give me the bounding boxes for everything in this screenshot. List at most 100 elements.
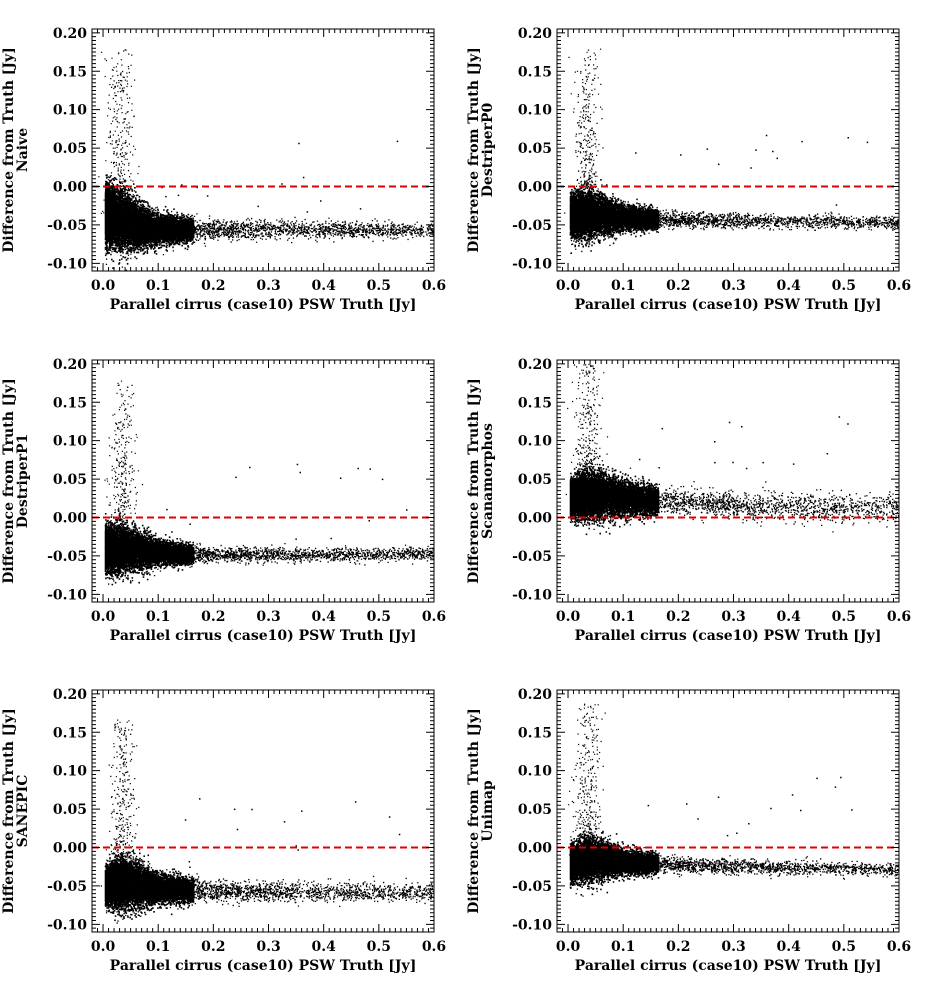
y-tick-label: 0.10 — [53, 103, 87, 119]
x-tick-label: 0.5 — [367, 278, 391, 294]
y-tick-label: -0.05 — [512, 218, 552, 234]
y-tick-label: 0.15 — [53, 64, 87, 80]
x-tick-label: 0.1 — [146, 278, 170, 294]
x-tick-label: 0.5 — [367, 609, 391, 625]
panel-naive: 0.0 0.1 0.2 0.3 0.4 0.5 0.6 -0.10 -0.05 0.00 0.05 0… — [1, 26, 446, 313]
x-tick-label: 0.0 — [556, 609, 581, 625]
x-tick-label: 0.6 — [422, 278, 446, 294]
x-tick-label: 0.3 — [256, 939, 280, 955]
y-tick-label: 0.20 — [53, 357, 87, 373]
x-tick-label: 0.4 — [311, 609, 336, 625]
x-tick-label: 0.3 — [721, 278, 745, 294]
x-tick-label: 0.2 — [201, 278, 225, 294]
y-tick-label: 0.00 — [518, 840, 552, 856]
scatter-points — [568, 704, 900, 897]
y-tick-label: 0.00 — [518, 179, 552, 195]
x-tick-label: 0.0 — [556, 278, 581, 294]
x-tick-label: 0.6 — [887, 609, 911, 625]
y-tick-label: 0.05 — [518, 802, 552, 818]
x-tick-label: 0.2 — [666, 609, 690, 625]
x-tick-label: 0.3 — [721, 939, 745, 955]
y-tick-label: 0.10 — [518, 434, 552, 450]
y-tick-label: -0.05 — [512, 549, 552, 565]
x-tick-label: 0.2 — [201, 939, 225, 955]
panel-destriperp1: 0.0 0.1 0.2 0.3 0.4 0.5 0.6-0.10-0.050.000.050… — [1, 357, 446, 644]
x-tick-label: 0.3 — [256, 609, 280, 625]
y-tick-label: -0.10 — [512, 917, 552, 933]
x-tick-label: 0.5 — [832, 609, 856, 625]
y-tick-label: -0.10 — [47, 917, 87, 933]
x-tick-label: 0.1 — [146, 939, 170, 955]
x-tick-label: 0.6 — [887, 939, 911, 955]
x-axis-title: Parallel cirrus (case10) PSW Truth [Jy] — [110, 297, 417, 313]
y-tick-label: 0.20 — [518, 26, 552, 42]
y-tick-label: 0.10 — [518, 103, 552, 119]
panel-destriperp0: 0.0 0.1 0.2 0.3 0.4 0.5 0.6-0.10-0.050.000.050… — [466, 26, 911, 313]
x-tick-label: 0.2 — [666, 939, 690, 955]
scatter-points — [104, 381, 434, 586]
scatter-points — [101, 720, 436, 924]
y-tick-label: 0.20 — [53, 26, 87, 42]
axis-ticks — [557, 690, 899, 932]
y-tick-label: 0.00 — [518, 510, 552, 526]
y-tick-label: 0.00 — [53, 840, 87, 856]
panel-scanamorphos: 0.0 0.1 0.2 0.3 0.4 0.5 0.6-0.10-0.050.000.050… — [466, 357, 911, 644]
x-tick-label: 0.5 — [832, 278, 856, 294]
x-axis-title: Parallel cirrus (case10) PSW Truth [Jy] — [110, 628, 417, 644]
y-tick-label: 0.15 — [518, 725, 552, 741]
x-tick-label: 0.0 — [91, 609, 116, 625]
method-label: Unimap — [480, 780, 496, 842]
y-tick-label: 0.20 — [518, 357, 552, 373]
x-tick-label: 0.1 — [611, 939, 635, 955]
x-tick-label: 0.2 — [666, 278, 690, 294]
y-tick-label: -0.10 — [47, 587, 87, 603]
x-tick-label: 0.1 — [611, 278, 635, 294]
y-tick-label: 0.05 — [53, 141, 87, 157]
y-tick-label: -0.10 — [47, 256, 87, 272]
panel-unimap: 0.0 0.1 0.2 0.3 0.4 0.5 0.6-0.10-0.050.000.050… — [466, 687, 911, 974]
x-tick-label: 0.5 — [832, 939, 856, 955]
method-label: SANEPIC — [15, 775, 31, 848]
plot-frame — [557, 690, 899, 932]
y-tick-label: 0.10 — [53, 764, 87, 780]
y-tick-label: 0.10 — [518, 764, 552, 780]
y-tick-label: 0.05 — [518, 472, 552, 488]
x-axis-title: Parallel cirrus (case10) PSW Truth [Jy] — [575, 628, 882, 644]
x-tick-label: 0.0 — [556, 939, 581, 955]
x-tick-label: 0.1 — [146, 609, 170, 625]
scatter-points — [98, 49, 435, 272]
x-tick-label: 0.0 — [91, 278, 116, 294]
x-tick-label: 0.4 — [311, 939, 336, 955]
method-label: Scanamorphos — [480, 423, 496, 539]
panel-sanepic: 0.0 0.1 0.2 0.3 0.4 0.5 0.6-0.10-0.050.000.050… — [1, 687, 446, 974]
y-tick-label: 0.00 — [53, 510, 87, 526]
method-label: DestriperP0 — [480, 103, 496, 198]
y-tick-label: 0.15 — [53, 395, 87, 411]
y-tick-label: 0.15 — [53, 725, 87, 741]
x-axis-title: Parallel cirrus (case10) PSW Truth [Jy] — [575, 297, 882, 313]
y-tick-label: 0.15 — [518, 64, 552, 80]
x-tick-label: 0.4 — [311, 278, 336, 294]
x-axis-title: Parallel cirrus (case10) PSW Truth [Jy] — [575, 958, 882, 974]
method-label: DestriperP1 — [15, 434, 31, 528]
scatter-points — [559, 49, 900, 254]
y-tick-label: 0.00 — [53, 179, 87, 195]
y-tick-label: -0.10 — [512, 256, 552, 272]
x-tick-label: 0.6 — [422, 609, 446, 625]
x-tick-label: 0.0 — [91, 939, 116, 955]
scatter-points — [566, 364, 900, 535]
y-tick-label: 0.15 — [518, 395, 552, 411]
y-tick-label: -0.05 — [47, 218, 87, 234]
y-tick-label: 0.05 — [518, 141, 552, 157]
x-axis-title: Parallel cirrus (case10) PSW Truth [Jy] — [110, 958, 417, 974]
x-tick-label: 0.6 — [887, 278, 911, 294]
y-tick-label: 0.10 — [53, 434, 87, 450]
y-tick-label: 0.20 — [518, 687, 552, 703]
y-tick-label: 0.20 — [53, 687, 87, 703]
x-tick-label: 0.2 — [201, 609, 225, 625]
x-tick-label: 0.6 — [422, 939, 446, 955]
x-tick-label: 0.4 — [776, 609, 801, 625]
x-tick-label: 0.5 — [367, 939, 391, 955]
x-tick-label: 0.3 — [256, 278, 280, 294]
